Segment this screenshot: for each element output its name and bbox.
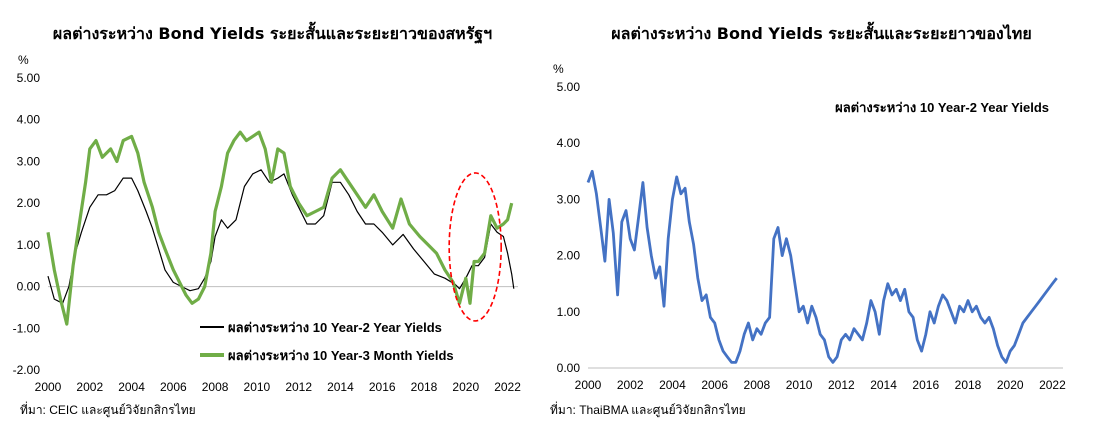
x-tick-label: 2004 <box>659 378 686 392</box>
us-chart-panel: ผลต่างระหว่าง Bond Yields ระยะสั้นและระย… <box>0 0 545 441</box>
th-annotation-label: ผลต่างระหว่าง 10 Year-2 Year Yields <box>835 100 1049 115</box>
th-chart-panel: ผลต่างระหว่าง Bond Yields ระยะสั้นและระย… <box>545 0 1098 441</box>
y-tick-label: -1.00 <box>13 321 41 335</box>
y-tick-label: 1.00 <box>557 305 581 319</box>
x-tick-label: 2006 <box>160 380 187 394</box>
x-tick-label: 2020 <box>452 380 479 394</box>
y-tick-label: 5.00 <box>17 71 41 85</box>
th-chart-source: ที่มา: ThaiBMA และศูนย์วิจัยกสิกรไทย <box>550 403 746 417</box>
y-tick-label: 3.00 <box>17 154 41 168</box>
x-tick-label: 2000 <box>35 380 62 394</box>
y-tick-label: 4.00 <box>17 113 41 127</box>
x-tick-label: 2000 <box>575 378 602 392</box>
y-tick-label: 2.00 <box>17 196 41 210</box>
x-tick-label: 2020 <box>997 378 1024 392</box>
legend-label: ผลต่างระหว่าง 10 Year-2 Year Yields <box>228 320 442 335</box>
y-tick-label: 0.00 <box>17 280 41 294</box>
x-tick-label: 2016 <box>369 380 396 394</box>
x-tick-label: 2012 <box>828 378 855 392</box>
x-tick-label: 2014 <box>870 378 897 392</box>
x-tick-label: 2006 <box>701 378 728 392</box>
x-tick-label: 2018 <box>955 378 982 392</box>
x-tick-label: 2022 <box>1039 378 1066 392</box>
y-unit-label: % <box>553 62 564 76</box>
legend-label: ผลต่างระหว่าง 10 Year-3 Month Yields <box>228 348 454 363</box>
highlight-ellipse <box>448 172 502 322</box>
y-tick-label: 1.00 <box>17 238 41 252</box>
x-tick-label: 2010 <box>786 378 813 392</box>
y-tick-label: 0.00 <box>557 361 581 375</box>
series-line <box>586 169 1058 364</box>
th-chart-title: ผลต่างระหว่าง Bond Yields ระยะสั้นและระย… <box>611 24 1032 43</box>
x-tick-label: 2014 <box>327 380 354 394</box>
x-tick-label: 2002 <box>617 378 644 392</box>
y-tick-label: 2.00 <box>557 249 581 263</box>
x-tick-label: 2018 <box>411 380 438 394</box>
us-chart-title: ผลต่างระหว่าง Bond Yields ระยะสั้นและระย… <box>52 24 493 43</box>
x-tick-label: 2022 <box>494 380 521 394</box>
x-tick-label: 2008 <box>744 378 771 392</box>
us-chart-source: ที่มา: CEIC และศูนย์วิจัยกสิกรไทย <box>20 403 196 417</box>
series-line <box>46 130 514 326</box>
th-chart: % 5.00 4.00 3.00 2.00 1.00 0.00 2000 2002 2004 200… <box>553 62 1066 392</box>
y-unit-label: % <box>18 53 29 67</box>
x-tick-label: 2012 <box>285 380 312 394</box>
x-tick-label: 2016 <box>912 378 939 392</box>
us-chart: % 5.00 4.00 3.00 2.00 1.00 0.00 -1.00 -2.00 2000 2… <box>13 53 522 394</box>
y-tick-label: -2.00 <box>13 363 41 377</box>
y-tick-label: 3.00 <box>557 192 581 206</box>
x-tick-label: 2008 <box>202 380 229 394</box>
series-line <box>47 169 515 304</box>
x-tick-label: 2004 <box>118 380 145 394</box>
y-tick-label: 5.00 <box>557 80 581 94</box>
y-tick-label: 4.00 <box>557 136 581 150</box>
x-tick-label: 2010 <box>244 380 271 394</box>
x-tick-label: 2002 <box>76 380 103 394</box>
